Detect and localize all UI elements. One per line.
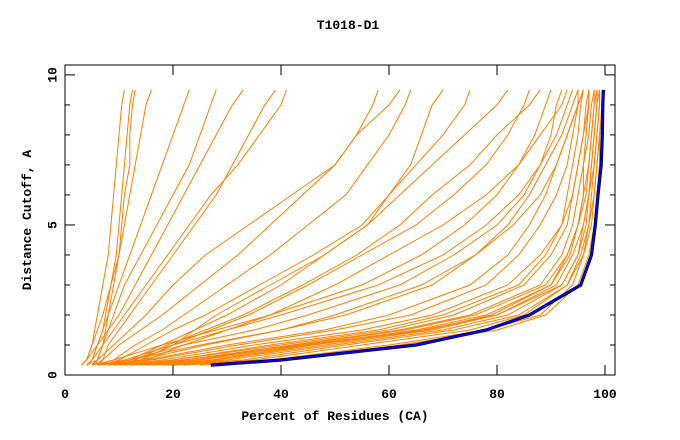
axis-ticks: 0 20 40 60 80 100 0 5 10 bbox=[45, 65, 617, 402]
model-curve-12 bbox=[86, 89, 401, 366]
x-tick-label: 80 bbox=[489, 387, 505, 402]
model-curve-20 bbox=[118, 89, 590, 366]
y-axis-label: Distance Cutoff, A bbox=[20, 150, 35, 291]
model-curve-35 bbox=[102, 89, 563, 366]
model-curve-8 bbox=[97, 89, 277, 366]
model-curve-32 bbox=[156, 89, 598, 366]
model-curve-36 bbox=[91, 89, 552, 366]
model-curve-38 bbox=[108, 89, 584, 366]
model-curve-18 bbox=[129, 89, 590, 366]
x-tick-label: 100 bbox=[593, 387, 617, 402]
chart-title: T1018-D1 bbox=[317, 18, 380, 33]
model-curves bbox=[80, 89, 606, 366]
plot-frame bbox=[64, 64, 616, 376]
x-tick-label: 40 bbox=[273, 387, 289, 402]
x-axis-label: Percent of Residues (CA) bbox=[241, 409, 428, 424]
model-curve-33 bbox=[135, 89, 590, 366]
model-curve-4 bbox=[80, 89, 152, 366]
x-tick-label: 0 bbox=[61, 387, 69, 402]
y-tick-label: 0 bbox=[45, 371, 60, 379]
model-curve-9 bbox=[86, 89, 287, 366]
model-curve-11 bbox=[97, 89, 412, 366]
model-curve-34 bbox=[167, 89, 601, 366]
model-curve-14 bbox=[102, 89, 444, 366]
model-curve-19 bbox=[145, 89, 595, 366]
model-curve-21 bbox=[162, 89, 601, 366]
model-curve-29 bbox=[199, 89, 603, 366]
y-tick-label: 10 bbox=[45, 67, 60, 83]
model-curve-27 bbox=[183, 89, 606, 366]
model-curve-28 bbox=[129, 89, 598, 366]
y-tick-label: 5 bbox=[45, 221, 60, 229]
model-curve-30 bbox=[124, 89, 584, 366]
model-curve-16 bbox=[113, 89, 541, 366]
model-curve-3 bbox=[91, 89, 136, 366]
x-tick-label: 60 bbox=[381, 387, 397, 402]
model-curve-7 bbox=[80, 89, 244, 366]
model-curve-31 bbox=[113, 89, 579, 366]
x-tick-label: 20 bbox=[165, 387, 181, 402]
highlight-curve-group bbox=[210, 89, 605, 367]
model-curve-10 bbox=[91, 89, 379, 366]
model-curve-2 bbox=[86, 89, 133, 366]
model-curve-5 bbox=[86, 89, 190, 366]
model-curve-24 bbox=[108, 89, 584, 366]
highlight-curve bbox=[210, 89, 605, 367]
model-curve-22 bbox=[140, 89, 595, 366]
model-curve-39 bbox=[118, 89, 509, 366]
